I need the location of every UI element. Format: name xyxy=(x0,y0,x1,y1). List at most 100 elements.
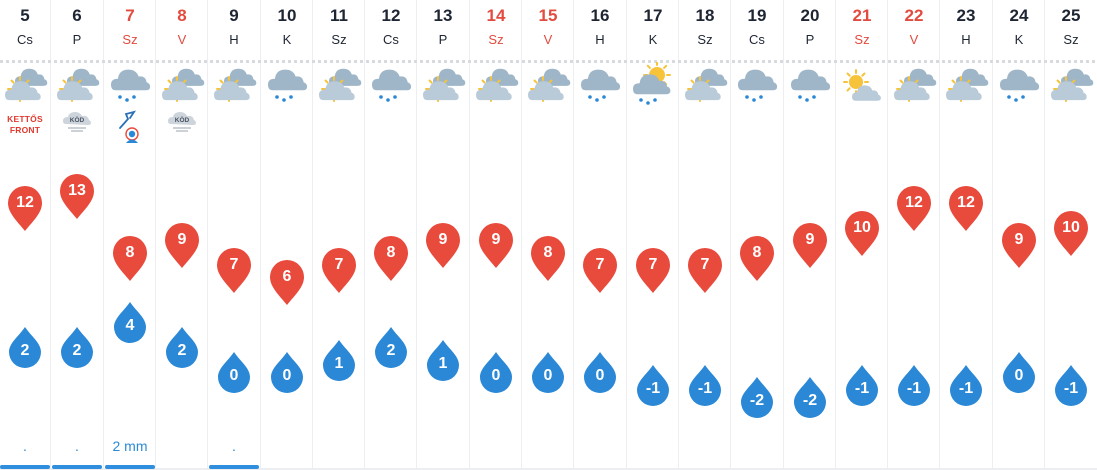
double-front-label: KETTŐS FRONT xyxy=(7,114,43,135)
weather-alert[interactable] xyxy=(104,110,156,146)
min-temp-value: 0 xyxy=(491,367,501,384)
min-temp-value: -1 xyxy=(958,379,974,397)
max-temp-pin: 9 xyxy=(1001,222,1037,269)
day-number: 8 xyxy=(177,6,187,25)
day-column[interactable]: 23 H 12 -1 xyxy=(940,0,992,470)
day-column[interactable]: 18 Sz 7 -1 xyxy=(679,0,731,470)
max-temp-value: 6 xyxy=(282,268,292,286)
day-name: V xyxy=(543,32,553,47)
rain-cloud-icon xyxy=(372,69,412,102)
day-name: Sz xyxy=(1063,32,1079,47)
column-separator xyxy=(416,0,417,470)
day-column[interactable]: 12 Cs 8 2 xyxy=(365,0,417,470)
sun-cloud-icon xyxy=(894,68,937,102)
sun-cloud-icon xyxy=(319,68,362,102)
weather-alert[interactable]: KÖD xyxy=(51,110,103,146)
max-temp-pin: 6 xyxy=(269,259,305,306)
day-number: 15 xyxy=(538,6,558,25)
precipitation-bar xyxy=(209,465,259,469)
min-temp-value: 0 xyxy=(1014,367,1024,384)
day-column[interactable]: 8 V KÖD 9 2 xyxy=(156,0,208,470)
column-separator xyxy=(364,0,365,470)
day-name: H xyxy=(961,32,971,47)
day-number: 21 xyxy=(852,6,872,25)
day-column[interactable]: 20 P 9 -2 xyxy=(784,0,836,470)
column-separator xyxy=(260,0,261,470)
day-name: H xyxy=(595,32,605,47)
max-temp-value: 8 xyxy=(386,243,396,261)
sun-cloud-icon xyxy=(57,68,100,102)
max-temp-value: 9 xyxy=(491,231,501,249)
day-column[interactable]: 22 V 12 -1 xyxy=(888,0,940,470)
min-temp-value: 0 xyxy=(543,367,553,384)
column-separator xyxy=(939,0,940,470)
max-temp-value: 7 xyxy=(334,256,344,273)
fog-icon: KÖD xyxy=(168,112,196,132)
max-temp-pin: 7 xyxy=(321,247,357,294)
rain-cloud-icon xyxy=(1000,69,1040,102)
day-name: H xyxy=(229,32,239,47)
min-temp-drop: -2 xyxy=(740,376,774,418)
min-temp-value: 0 xyxy=(595,367,605,384)
day-column[interactable]: 16 H 7 0 xyxy=(574,0,626,470)
day-column[interactable]: 6 P KÖD 13 2. xyxy=(51,0,103,470)
day-column[interactable]: 13 P 9 1 xyxy=(417,0,469,470)
sun-cloud-icon xyxy=(685,68,728,102)
min-temp-value: 2 xyxy=(177,342,187,359)
min-temp-value: 0 xyxy=(229,367,239,384)
precipitation-amount: . xyxy=(75,438,79,454)
day-name: K xyxy=(282,32,292,47)
max-temp-pin: 13 xyxy=(59,173,95,220)
day-column[interactable]: 11 Sz 7 1 xyxy=(313,0,365,470)
min-temp-drop: -1 xyxy=(1054,364,1088,406)
precipitation-amount: 2 mm xyxy=(112,438,148,454)
day-name: Sz xyxy=(122,32,138,47)
sun-cloud-icon xyxy=(528,68,571,102)
min-temp-value: -1 xyxy=(645,379,661,397)
min-temp-value: 1 xyxy=(334,354,344,372)
column-separator xyxy=(678,0,679,470)
sun-cloud-icon xyxy=(423,68,466,102)
day-column[interactable]: 19 Cs 8 -2 xyxy=(731,0,783,470)
weather-alert[interactable]: KETTŐS FRONT xyxy=(0,110,51,146)
max-temp-pin: 10 xyxy=(1053,210,1089,257)
min-temp-drop: -1 xyxy=(636,364,670,406)
fog-label: KÖD xyxy=(70,115,85,124)
day-column[interactable]: 7 Sz 8 4 2 mm xyxy=(104,0,156,470)
max-temp-value: 9 xyxy=(177,231,187,249)
day-column[interactable]: 24 K 9 0 xyxy=(993,0,1045,470)
day-number: 7 xyxy=(125,6,135,25)
day-column[interactable]: 21 Sz 10 -1 xyxy=(836,0,888,470)
min-temp-drop: -1 xyxy=(897,364,931,406)
day-column[interactable]: 15 V 8 0 xyxy=(522,0,574,470)
precipitation-bar xyxy=(105,465,155,469)
sun-cloud-icon xyxy=(946,68,989,102)
day-column[interactable]: 17 K 7 -1 xyxy=(627,0,679,470)
column-separator xyxy=(626,0,627,470)
min-temp-drop: -2 xyxy=(793,376,827,418)
min-temp-drop: 1 xyxy=(322,339,356,381)
day-column[interactable]: 5 Cs KETTŐS FRONT 12 2. xyxy=(0,0,51,470)
column-separator xyxy=(783,0,784,470)
day-column[interactable]: 9 H 7 0. xyxy=(208,0,260,470)
day-column[interactable]: 10 K 6 0 xyxy=(261,0,313,470)
sun-cloud-icon xyxy=(1051,68,1094,102)
max-temp-pin: 12 xyxy=(948,185,984,232)
max-temp-value: 7 xyxy=(595,256,605,273)
day-name: P xyxy=(805,32,815,47)
day-number: 12 xyxy=(381,6,401,25)
day-number: 19 xyxy=(747,6,767,25)
max-temp-value: 12 xyxy=(905,194,923,211)
max-temp-pin: 10 xyxy=(844,210,880,257)
min-temp-drop: 2 xyxy=(60,326,94,368)
max-temp-pin: 7 xyxy=(635,247,671,294)
day-column[interactable]: 14 Sz 9 0 xyxy=(470,0,522,470)
max-temp-value: 8 xyxy=(543,243,553,261)
min-temp-drop: -1 xyxy=(845,364,879,406)
day-number: 14 xyxy=(486,6,506,25)
day-number: 11 xyxy=(330,6,348,25)
weather-alert[interactable]: KÖD xyxy=(156,110,208,146)
rain-cloud-icon xyxy=(581,69,621,102)
day-number: 23 xyxy=(956,6,976,25)
day-column[interactable]: 25 Sz 10 -1 xyxy=(1045,0,1097,470)
